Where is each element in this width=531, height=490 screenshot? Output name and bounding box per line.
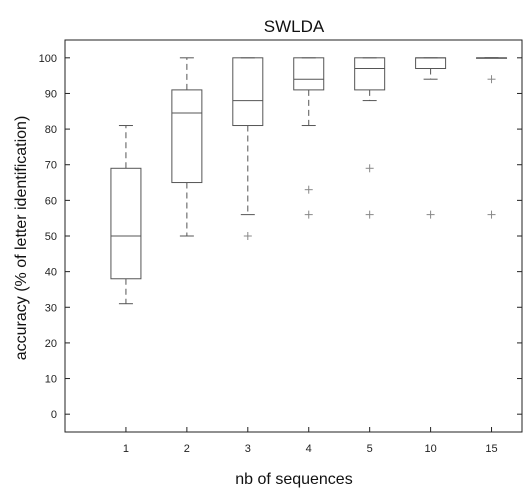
y-tick-label: 100 [39, 53, 57, 65]
box-4 [293, 57, 325, 219]
box-5 [354, 57, 386, 219]
x-tick-label: 10 [424, 443, 436, 455]
y-axis-ticks: 0 10 20 30 40 50 60 70 80 90 100 [39, 53, 522, 421]
y-tick-label: 50 [45, 231, 57, 243]
y-tick-label: 70 [45, 160, 57, 172]
y-tick-label: 40 [45, 267, 57, 279]
y-axis-label: accuracy (% of letter identification) [13, 116, 30, 361]
chart-title: SWLDA [264, 17, 325, 36]
outlier-marker [304, 210, 313, 219]
outlier-marker [243, 232, 252, 240]
y-tick-label: 20 [45, 338, 57, 350]
box-2 [171, 57, 203, 237]
box-10 [415, 57, 447, 219]
y-tick-label: 90 [45, 88, 57, 100]
box-iqr [232, 57, 264, 127]
box-15 [476, 57, 508, 219]
x-tick-label: 4 [306, 443, 312, 455]
box-3 [232, 57, 264, 240]
x-tick-label: 5 [367, 443, 373, 455]
x-tick-label: 3 [245, 443, 251, 455]
box-iqr [171, 89, 203, 184]
y-tick-label: 10 [45, 374, 57, 386]
outlier-marker [487, 210, 496, 219]
outlier-marker [304, 185, 313, 194]
y-tick-label: 0 [51, 409, 57, 421]
y-tick-label: 60 [45, 195, 57, 207]
outlier-marker [487, 75, 496, 84]
boxes-group [110, 57, 508, 305]
box-1 [110, 125, 142, 305]
box-iqr [110, 167, 142, 280]
x-tick-label: 1 [123, 443, 129, 455]
box-iqr [293, 57, 325, 91]
outlier-marker [365, 164, 374, 173]
x-axis-ticks: 1 2 3 4 5 10 15 [123, 427, 498, 455]
outlier-marker [365, 210, 374, 219]
x-tick-label: 15 [485, 443, 497, 455]
x-axis-label: nb of sequences [235, 471, 352, 488]
y-tick-label: 30 [45, 302, 57, 314]
y-tick-label: 80 [45, 124, 57, 136]
box-iqr [354, 57, 386, 91]
outlier-marker [426, 210, 435, 219]
box-iqr [415, 57, 447, 70]
x-tick-label: 2 [184, 443, 190, 455]
